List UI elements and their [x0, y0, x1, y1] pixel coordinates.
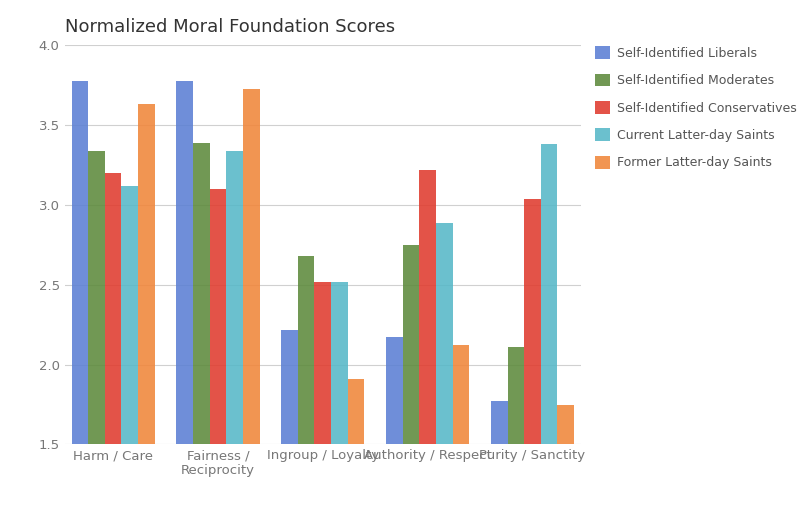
Legend: Self-Identified Liberals, Self-Identified Moderates, Self-Identified Conservativ: Self-Identified Liberals, Self-Identifie…	[592, 44, 800, 172]
Bar	[541, 144, 558, 505]
Bar	[138, 105, 155, 505]
Bar	[403, 245, 420, 505]
Bar	[282, 329, 298, 505]
Bar	[121, 186, 138, 505]
Bar	[558, 405, 574, 505]
Bar	[453, 345, 469, 505]
Bar	[315, 282, 331, 505]
Bar	[88, 151, 105, 505]
Bar	[243, 88, 260, 505]
Bar	[210, 189, 226, 505]
Text: Normalized Moral Foundation Scores: Normalized Moral Foundation Scores	[65, 18, 395, 35]
Bar	[105, 173, 121, 505]
Bar	[193, 143, 210, 505]
Bar	[491, 401, 508, 505]
Bar	[348, 379, 364, 505]
Bar	[508, 347, 525, 505]
Bar	[525, 198, 541, 505]
Bar	[298, 256, 315, 505]
Bar	[226, 151, 243, 505]
Bar	[386, 337, 403, 505]
Bar	[177, 81, 193, 505]
Bar	[420, 170, 436, 505]
Bar	[72, 81, 88, 505]
Bar	[331, 282, 348, 505]
Bar	[436, 223, 453, 505]
